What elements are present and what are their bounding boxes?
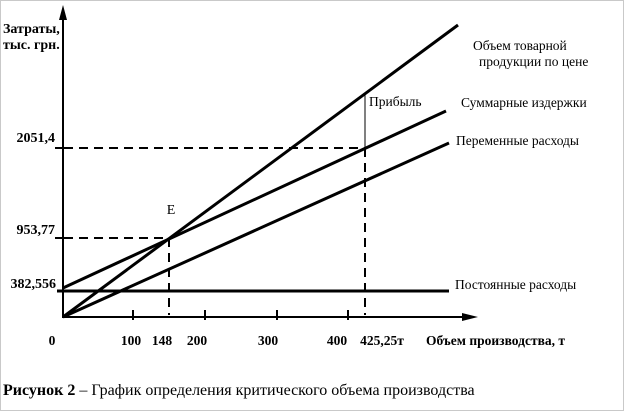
y-tick-label-2051: 2051,4 xyxy=(16,131,56,146)
y-axis-title-line1: Затраты, xyxy=(3,22,60,37)
x-tick-label-148: 148 xyxy=(151,333,173,348)
revenue-line-label-line1: Объем товарной xyxy=(473,38,567,53)
y-tick-label-953: 953,77 xyxy=(16,223,56,238)
figure-caption-text: – График определения критического объема… xyxy=(75,382,475,399)
total-costs-label: Суммарные издержки xyxy=(461,95,587,110)
x-axis-title: Объем производства, т xyxy=(426,333,566,348)
profit-label: Прибыль xyxy=(369,94,422,109)
chart-canvas xyxy=(55,5,478,321)
figure-caption: Рисунок 2 – График определения критическ… xyxy=(3,382,475,400)
figure-caption-number: Рисунок 2 xyxy=(3,382,76,399)
variable-costs-label: Переменные расходы xyxy=(456,133,579,148)
x-tick-label-400: 400 xyxy=(326,333,348,348)
revenue-line-label: Объем товарной продукции по цене xyxy=(473,38,588,69)
break-even-point-label: E xyxy=(166,203,176,218)
x-tick-label-425: 425,25т xyxy=(360,333,404,348)
revenue-line xyxy=(62,23,459,319)
x-tick-label-300: 300 xyxy=(257,333,279,348)
y-axis-title-line2: тыс. грн. xyxy=(3,38,60,54)
y-tick-label-382: 382,556 xyxy=(10,277,57,292)
x-tick-label-200: 200 xyxy=(186,333,208,348)
x-tick-label-0: 0 xyxy=(48,333,56,348)
y-axis-arrow-icon xyxy=(59,5,67,20)
variable-costs-line xyxy=(62,141,450,319)
total-costs-line xyxy=(62,109,447,290)
x-tick-label-100: 100 xyxy=(120,333,142,348)
x-axis-arrow-icon xyxy=(462,313,478,321)
y-axis-title: Затраты, тыс. грн. xyxy=(3,22,60,54)
fixed-costs-label: Постоянные расходы xyxy=(455,277,577,292)
revenue-line-label-line2: продукции по цене xyxy=(479,53,589,69)
